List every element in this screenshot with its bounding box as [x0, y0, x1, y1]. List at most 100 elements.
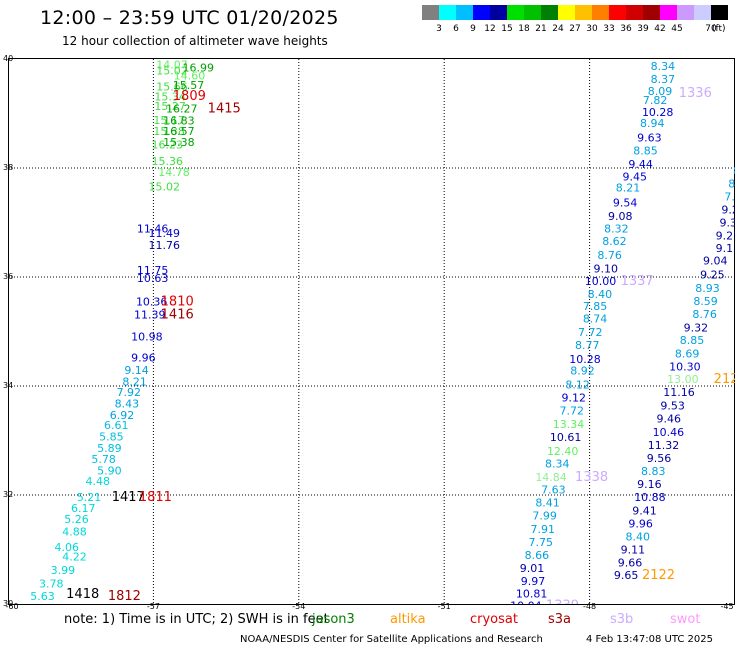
pass-time-label: 1336 [679, 86, 712, 101]
pass-time-label: 1417 [112, 490, 145, 505]
color-swatch [626, 5, 643, 20]
wave-height-label: 8.34 [651, 60, 676, 73]
pass-time-label: 1415 [208, 102, 241, 117]
wave-height-label: 16.83 [163, 115, 195, 128]
pass-time-label: 1337 [621, 274, 654, 289]
satellite-legend-swot: swot [670, 612, 701, 627]
color-swatch [439, 5, 456, 20]
longitude-label: -48 [583, 602, 597, 611]
page-subtitle: 12 hour collection of altimeter wave hei… [62, 34, 328, 48]
wave-height-label: 9.11 [621, 544, 646, 557]
color-swatch [575, 5, 592, 20]
color-swatch [609, 5, 626, 20]
color-swatch [660, 5, 677, 20]
wave-height-label: 4.88 [62, 526, 87, 539]
wave-height-label: 15.66 [156, 80, 188, 93]
color-swatch [490, 5, 507, 20]
wave-height-label: 8.21 [616, 182, 641, 195]
wave-height-label: 10.46 [653, 426, 685, 439]
wave-height-label: 8.92 [570, 365, 595, 378]
wave-height-label: 8.12 [565, 378, 590, 391]
wave-height-label: 8.94 [640, 117, 665, 130]
color-scale-tick: 33 [603, 24, 615, 34]
latitude-label: 40 [3, 54, 14, 63]
wave-height-label: 7.92 [117, 386, 142, 399]
wave-height-label: 5.85 [99, 431, 124, 444]
wave-height-label: 13.34 [553, 418, 585, 431]
wave-height-label: 7.85 [583, 300, 608, 313]
latitude-label: 30 [3, 599, 14, 608]
wave-height-label: 8.77 [575, 339, 600, 352]
pass-time-label: 1810 [161, 295, 194, 310]
wave-height-label: 11.76 [149, 239, 181, 252]
wave-height-label: 7.82 [643, 94, 668, 107]
wave-height-label: 16.27 [166, 103, 198, 116]
wave-height-label: 8.41 [535, 497, 560, 510]
pass-time-label: 212 [714, 372, 739, 387]
map-frame [8, 58, 735, 605]
longitude-label: -45 [720, 602, 734, 611]
color-swatch [592, 5, 609, 20]
color-scale-unit: (ft) [712, 24, 726, 34]
wave-height-label: 7.72 [578, 326, 603, 339]
pass-time-label: 1416 [161, 308, 194, 323]
pass-time-label: 1339 [546, 599, 579, 614]
wave-height-label: 9.01 [520, 562, 545, 575]
color-scale-tick: 30 [586, 24, 598, 34]
wave-height-label: 15.02 [156, 64, 188, 77]
wave-height-label: 15.02 [149, 181, 181, 194]
pass-time-label: 2122 [642, 568, 675, 583]
generated-timestamp: 4 Feb 13:47:08 UTC 2025 [586, 634, 713, 645]
wave-height-label: 8.59 [693, 295, 718, 308]
wave-height-label: 8.76 [597, 249, 622, 262]
color-scale-tick: 42 [654, 24, 666, 34]
wave-height-label: 5.89 [97, 442, 122, 455]
longitude-label: -51 [437, 602, 451, 611]
wave-height-label: 8.85 [680, 334, 705, 347]
wave-height-label: 10.98 [131, 330, 163, 343]
color-scale-tick: 27 [569, 24, 581, 34]
wave-height-label: 8.40 [588, 288, 613, 301]
color-scale-tick: 3 [436, 24, 442, 34]
wave-height-label: 8.62 [602, 235, 627, 248]
color-swatch [507, 5, 524, 20]
color-scale-tick: 45 [671, 24, 683, 34]
wave-height-label: 14.60 [174, 69, 206, 82]
wave-height-label: 8.32 [604, 222, 629, 235]
wave-height-label: 8.43 [115, 397, 140, 410]
wave-height-label: 15.38 [163, 136, 195, 149]
color-scale-tick: 21 [535, 24, 547, 34]
wave-height-label: 16.99 [182, 62, 214, 75]
wave-height-label: 4.06 [55, 541, 80, 554]
latitude-label: 38 [3, 163, 14, 172]
wave-height-label: 9.63 [637, 131, 662, 144]
wave-height-label: 14.07 [156, 58, 188, 71]
footer-note: note: 1) Time is in UTC; 2) SWH is in fe… [64, 612, 329, 627]
color-scale-tick: 39 [637, 24, 649, 34]
wave-height-label: 6.92 [110, 409, 135, 422]
wave-height-label: 10.28 [569, 353, 601, 366]
wave-height-label: 4.22 [62, 551, 87, 564]
wave-height-label: 9.41 [632, 504, 657, 517]
wave-height-label: 9.16 [637, 478, 662, 491]
wave-height-label: 6.17 [71, 502, 96, 515]
wave-height-label: 8.34 [545, 457, 570, 470]
latitude-label: 34 [3, 381, 14, 390]
wave-height-label: 5.90 [97, 464, 122, 477]
wave-height-label: 9.14 [124, 364, 149, 377]
color-scale-tick: 18 [518, 24, 530, 34]
wave-height-label: 10.04 [510, 600, 541, 613]
wave-height-label: 10.28 [642, 106, 674, 119]
wave-height-label: 14.78 [158, 166, 190, 179]
wave-height-label: 9.2 [721, 203, 739, 216]
wave-height-label: 10.30 [669, 360, 701, 373]
satellite-legend-s3b: s3b [610, 612, 634, 627]
wave-height-label: 16.23 [151, 139, 183, 152]
color-swatch [524, 5, 541, 20]
wave-height-label: 9.54 [613, 196, 638, 209]
wave-height-label: 5.78 [91, 453, 116, 466]
wave-height-label: 9.25 [716, 230, 740, 243]
wave-height-label: 9.56 [647, 452, 672, 465]
wave-height-label: 8.66 [525, 549, 550, 562]
wave-height-label: 16.57 [163, 125, 195, 138]
